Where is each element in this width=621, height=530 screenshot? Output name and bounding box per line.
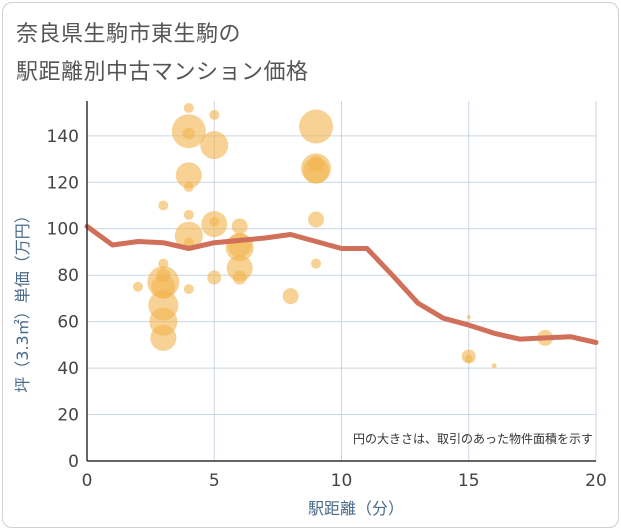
bubble-21: [209, 216, 220, 227]
trend-line-layer: [84, 223, 599, 345]
bubble-19: [200, 131, 229, 160]
bubble-34: [311, 258, 322, 269]
y-tick-label-100: 100: [47, 220, 79, 240]
chart-title-line-2: 駅距離別中古マンション価格: [16, 60, 309, 85]
bubble-1: [158, 200, 169, 211]
bubble-8: [150, 324, 177, 351]
chart-title-line-1: 奈良県生駒市東生駒の: [16, 22, 242, 47]
bubble-23: [231, 218, 248, 235]
bubble-17: [183, 284, 194, 295]
bubble-16: [183, 237, 194, 248]
x-tick-label-10: 10: [331, 471, 353, 491]
bubbles: [132, 102, 554, 369]
bubble-0: [132, 281, 143, 292]
y-tick-label-0: 0: [68, 452, 79, 472]
bubble-9: [183, 102, 194, 113]
bubble-36: [464, 354, 473, 363]
trend-line: [84, 223, 599, 345]
bubble-33: [308, 211, 325, 228]
bubble-26: [226, 255, 253, 282]
bubble-28: [282, 288, 299, 305]
y-tick-label-60: 60: [57, 313, 79, 333]
x-tick-label-20: 20: [585, 471, 607, 491]
y-tick-label-40: 40: [57, 359, 79, 379]
bubble-38: [491, 363, 497, 369]
bubble-13: [183, 181, 194, 192]
bubble-37: [466, 315, 471, 319]
x-axis-label: 駅距離（分）: [308, 499, 404, 518]
x-tick-label-5: 5: [209, 471, 220, 491]
bubble-18: [209, 109, 220, 120]
axes: [86, 101, 596, 462]
y-axis-label: 坪（3.3㎡）単価（万円）: [13, 207, 32, 392]
bubble-11: [182, 127, 195, 140]
y-tick-label-140: 140: [47, 127, 79, 147]
bubble-14: [183, 209, 194, 220]
x-tick-label-15: 15: [458, 471, 480, 491]
tick-labels: 0 20 40 60 80 100 120 140 0 5 10 15 20: [47, 127, 607, 491]
bubble-12: [175, 162, 202, 189]
x-tick-label-0: 0: [82, 471, 93, 491]
bubble-15: [174, 221, 203, 250]
bubble-22: [207, 270, 222, 285]
bubble-2: [158, 258, 169, 269]
bubble-size-note: 円の大きさは、取引のあった物件面積を示す: [353, 431, 593, 446]
bubble-29: [299, 109, 334, 144]
bubble-27: [232, 270, 247, 285]
y-tick-label-20: 20: [57, 406, 79, 426]
y-tick-label-120: 120: [47, 173, 79, 193]
bubble-32: [308, 155, 325, 172]
y-tick-label-80: 80: [57, 266, 79, 286]
